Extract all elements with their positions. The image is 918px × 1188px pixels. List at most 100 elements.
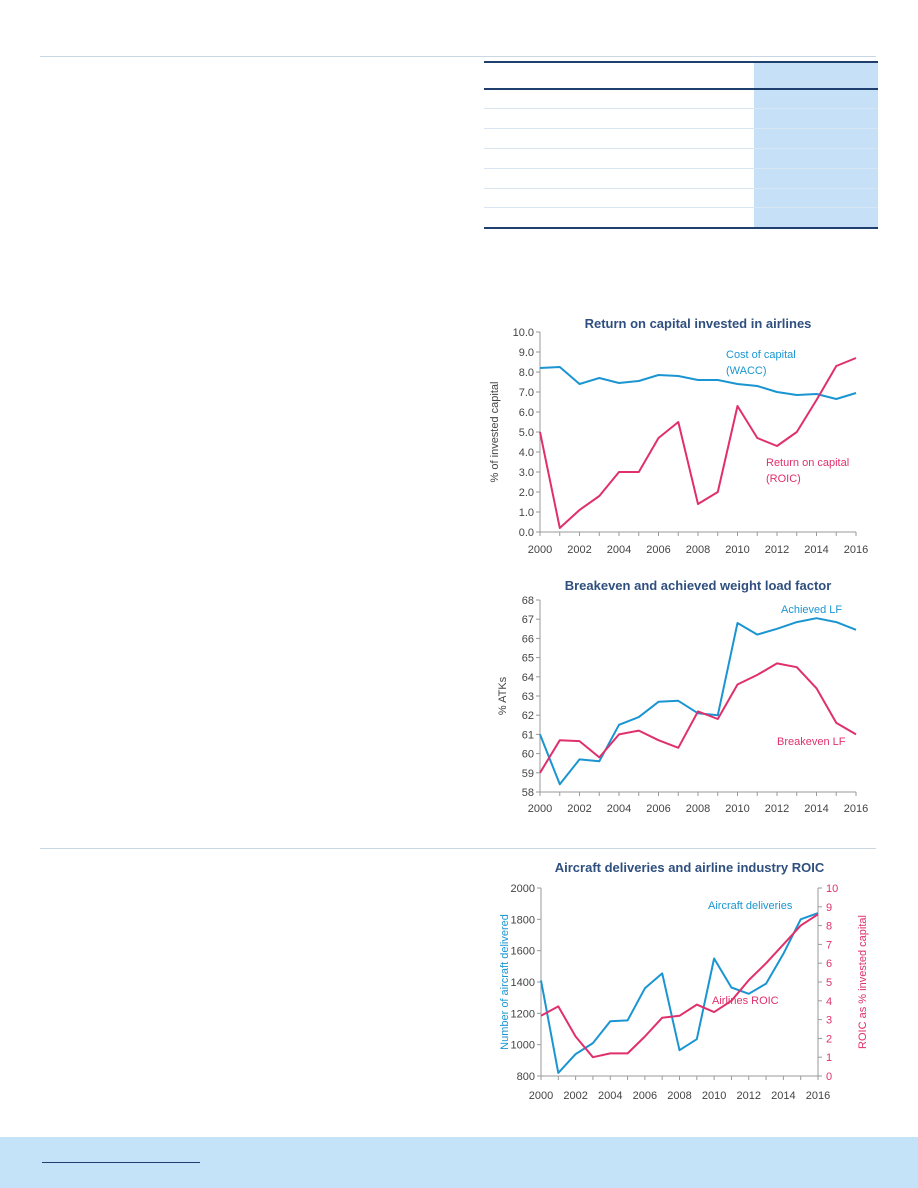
x-tick-label: 2006	[646, 544, 670, 556]
series-label: (ROIC)	[766, 473, 801, 485]
y2-tick-label: 6	[826, 958, 832, 970]
chart-title: Aircraft deliveries and airline industry…	[555, 860, 825, 875]
y2-tick-label: 10	[826, 883, 838, 895]
series-line-pink	[539, 662, 857, 774]
x-tick-label: 2004	[598, 1090, 622, 1102]
y-tick-label: 1200	[511, 1008, 535, 1020]
y-tick-label: 67	[522, 614, 534, 626]
x-tick-label: 2004	[607, 544, 631, 556]
y-tick-label: 1.0	[519, 507, 534, 519]
x-tick-label: 2010	[725, 544, 749, 556]
y2-tick-label: 9	[826, 902, 832, 914]
table-header-rule	[484, 88, 878, 90]
table-row	[484, 108, 878, 109]
y2-tick-label: 7	[826, 939, 832, 951]
series-label: Breakeven LF	[777, 736, 846, 748]
x-tick-label: 2006	[646, 803, 670, 815]
x-tick-label: 2004	[607, 803, 631, 815]
roic-chart: Return on capital invested in airlines 0.…	[489, 316, 868, 556]
y-tick-label: 0.0	[519, 527, 534, 539]
series-label: Return on capital	[766, 457, 849, 469]
x-tick-label: 2008	[686, 803, 710, 815]
series-label: Cost of capital	[726, 349, 796, 361]
x-tick-label: 2002	[567, 544, 591, 556]
x-tick-label: 2002	[563, 1090, 587, 1102]
x-tick-label: 2016	[844, 544, 868, 556]
series-label: Achieved LF	[781, 604, 842, 616]
y-tick-label: 1400	[511, 977, 535, 989]
x-tick-label: 2016	[844, 803, 868, 815]
y-tick-label: 61	[522, 729, 534, 741]
x-tick-label: 2008	[686, 544, 710, 556]
y-tick-label: 68	[522, 595, 534, 607]
chart-title: Breakeven and achieved weight load facto…	[565, 578, 832, 593]
x-tick-label: 2012	[765, 803, 789, 815]
y-axis-label: Number of aircraft delivered	[499, 914, 511, 1050]
series-line-pink	[540, 913, 819, 1059]
y-tick-label: 2000	[511, 883, 535, 895]
y-tick-label: 62	[522, 710, 534, 722]
series-line-pink	[539, 357, 857, 529]
x-tick-label: 2014	[804, 544, 828, 556]
table-bottom-rule	[484, 227, 878, 229]
x-tick-label: 2012	[765, 544, 789, 556]
table-row	[484, 148, 878, 149]
y2-tick-label: 3	[826, 1015, 832, 1027]
series-line-blue	[539, 617, 857, 786]
load-factor-chart: Breakeven and achieved weight load facto…	[497, 578, 868, 815]
y-axis-label: % of invested capital	[489, 382, 501, 483]
table-top-rule	[484, 61, 878, 63]
y2-tick-label: 4	[826, 996, 832, 1008]
y-tick-label: 4.0	[519, 447, 534, 459]
y-tick-label: 9.0	[519, 347, 534, 359]
top-section-divider	[40, 56, 876, 57]
x-tick-label: 2010	[725, 803, 749, 815]
series-line-blue	[539, 366, 857, 400]
y-tick-label: 60	[522, 749, 534, 761]
y-tick-label: 800	[517, 1071, 535, 1083]
footnote-separator	[42, 1162, 200, 1163]
y-tick-label: 1800	[511, 914, 535, 926]
x-tick-label: 2000	[528, 803, 552, 815]
y2-axis-label: ROIC as % invested capital	[857, 915, 869, 1049]
x-tick-label: 2014	[771, 1090, 795, 1102]
summary-table	[484, 61, 878, 229]
x-tick-label: 2010	[702, 1090, 726, 1102]
y2-tick-label: 8	[826, 921, 832, 933]
series-label: Airlines ROIC	[712, 995, 779, 1007]
x-tick-label: 2012	[737, 1090, 761, 1102]
y-tick-label: 10.0	[513, 327, 534, 339]
y-tick-label: 3.0	[519, 467, 534, 479]
deliveries-roic-chart: Aircraft deliveries and airline industry…	[499, 860, 869, 1102]
y-axis-label: % ATKs	[497, 676, 509, 715]
table-row	[484, 128, 878, 129]
table-highlight-column	[754, 63, 878, 227]
x-tick-label: 2000	[529, 1090, 553, 1102]
y2-tick-label: 0	[826, 1071, 832, 1083]
y-tick-label: 58	[522, 787, 534, 799]
y2-tick-label: 2	[826, 1033, 832, 1045]
x-tick-label: 2014	[804, 803, 828, 815]
y-tick-label: 1000	[511, 1040, 535, 1052]
x-tick-label: 2002	[567, 803, 591, 815]
x-tick-label: 2006	[633, 1090, 657, 1102]
y-tick-label: 5.0	[519, 427, 534, 439]
series-line-blue	[540, 912, 819, 1074]
y-tick-label: 6.0	[519, 407, 534, 419]
y-tick-label: 1600	[511, 946, 535, 958]
y-tick-label: 63	[522, 691, 534, 703]
y2-tick-label: 5	[826, 977, 832, 989]
table-row	[484, 188, 878, 189]
x-tick-label: 2008	[667, 1090, 691, 1102]
x-tick-label: 2016	[806, 1090, 830, 1102]
mid-section-divider	[40, 848, 876, 849]
y-tick-label: 65	[522, 653, 534, 665]
y-tick-label: 8.0	[519, 367, 534, 379]
table-row	[484, 168, 878, 169]
y-tick-label: 7.0	[519, 387, 534, 399]
footer-band	[0, 1137, 918, 1188]
series-label: (WACC)	[726, 365, 767, 377]
table-row	[484, 207, 878, 208]
y-tick-label: 59	[522, 768, 534, 780]
x-tick-label: 2000	[528, 544, 552, 556]
